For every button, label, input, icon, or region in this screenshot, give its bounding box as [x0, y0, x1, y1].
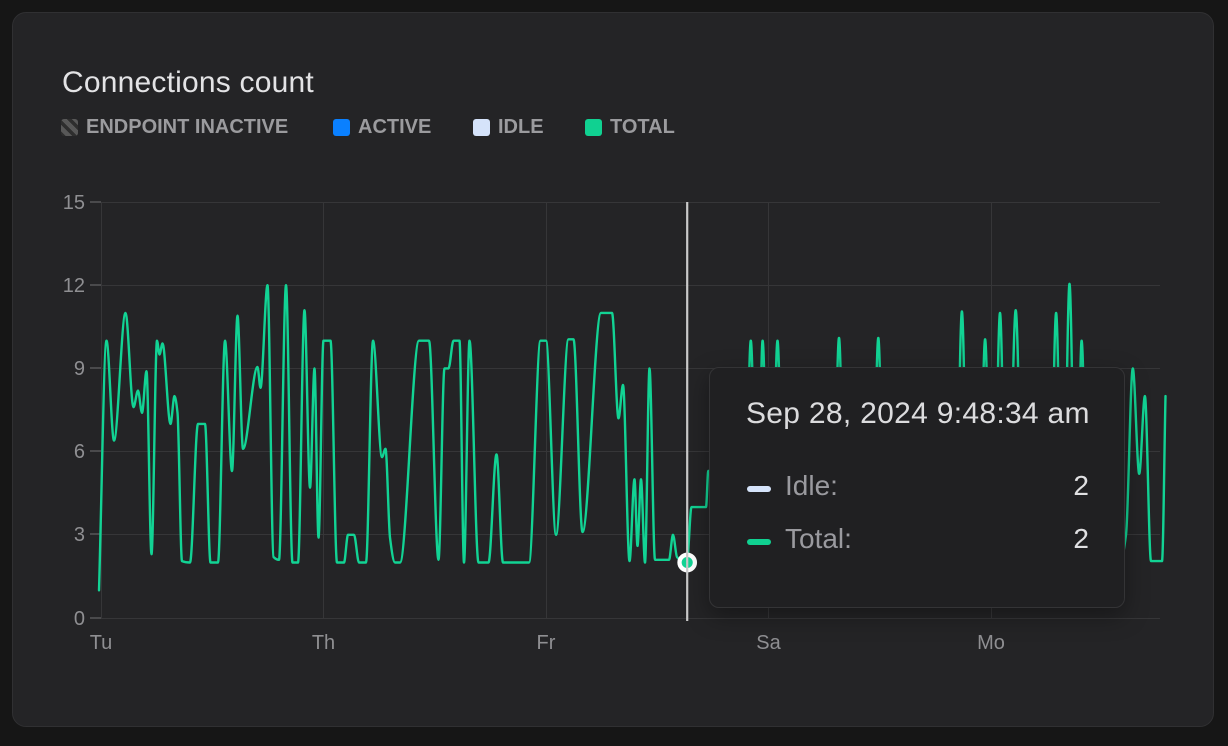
svg-text:Tu: Tu — [90, 632, 113, 654]
svg-text:Th: Th — [312, 632, 335, 654]
svg-text:6: 6 — [74, 441, 85, 463]
svg-text:Mo: Mo — [977, 632, 1005, 654]
svg-text:0: 0 — [74, 608, 85, 630]
svg-text:15: 15 — [63, 192, 85, 214]
svg-text:12: 12 — [63, 275, 85, 297]
svg-text:9: 9 — [74, 358, 85, 380]
svg-text:3: 3 — [74, 524, 85, 546]
svg-text:Fr: Fr — [537, 632, 556, 654]
svg-text:Sa: Sa — [756, 632, 781, 654]
